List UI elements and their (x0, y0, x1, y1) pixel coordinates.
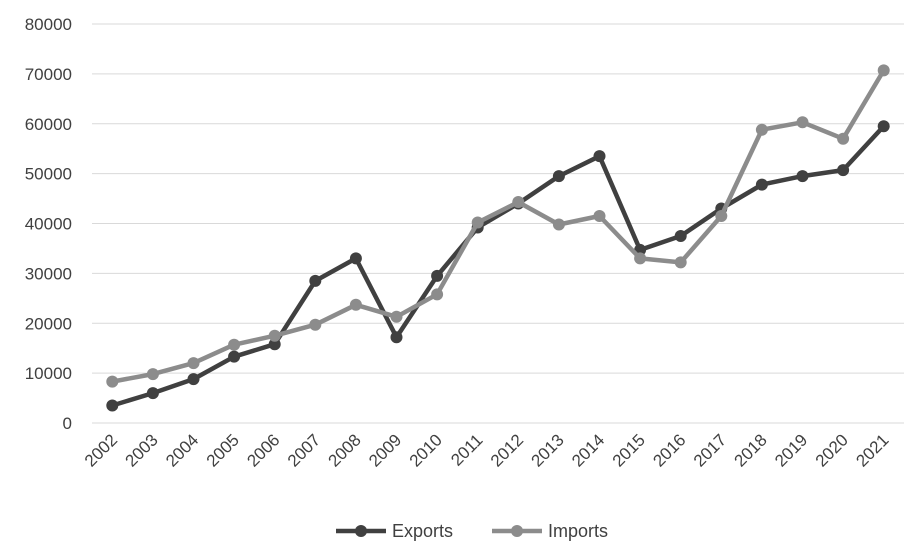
point-imports-2016 (674, 256, 687, 269)
x-tick-label-2016: 2016 (649, 430, 689, 470)
point-exports-2016 (674, 229, 687, 242)
legend-item-exports: Exports (336, 521, 453, 541)
x-tick-label-2003: 2003 (122, 430, 162, 470)
point-imports-2007 (309, 318, 322, 331)
point-imports-2011 (471, 216, 484, 229)
series-line-imports (110, 68, 886, 384)
y-axis-tick-labels: 0 10000 20000 30000 40000 50000 60000 70000 8000… (25, 15, 72, 433)
x-tick-label-2002: 2002 (81, 430, 121, 470)
point-imports-2014 (593, 210, 606, 223)
x-tick-label-2019: 2019 (771, 430, 811, 470)
point-exports-2006 (268, 338, 281, 351)
x-tick-label-2009: 2009 (365, 430, 405, 470)
point-imports-2012 (512, 196, 525, 209)
point-exports-2019 (796, 170, 809, 183)
legend-label-imports: Imports (548, 521, 608, 541)
point-exports-2008 (349, 252, 362, 265)
point-exports-2002 (106, 399, 119, 412)
point-exports-2005 (228, 350, 241, 363)
y-tick-label-40000: 40000 (25, 215, 72, 234)
point-imports-2004 (187, 357, 200, 370)
y-tick-label-70000: 70000 (25, 65, 72, 84)
point-exports-2013 (552, 170, 565, 183)
x-tick-label-2015: 2015 (609, 430, 649, 470)
point-imports-2020 (837, 132, 850, 145)
legend-swatch-marker-exports (355, 525, 367, 537)
point-imports-2005 (228, 338, 241, 351)
point-imports-2006 (268, 329, 281, 342)
y-tick-label-50000: 50000 (25, 165, 72, 184)
point-imports-2019 (796, 116, 809, 129)
x-tick-label-2004: 2004 (162, 430, 202, 470)
series-lines (106, 64, 890, 412)
point-imports-2015 (634, 252, 647, 265)
point-imports-2021 (877, 64, 890, 77)
point-imports-2017 (715, 210, 728, 223)
x-tick-label-2018: 2018 (731, 430, 771, 470)
series-exports (106, 120, 890, 412)
x-tick-label-2007: 2007 (284, 430, 324, 470)
point-exports-2020 (837, 164, 850, 177)
point-exports-2007 (309, 274, 322, 287)
point-imports-2002 (106, 375, 119, 388)
x-tick-label-2011: 2011 (447, 430, 486, 469)
point-imports-2018 (755, 123, 768, 136)
point-exports-2004 (187, 373, 200, 386)
x-axis-tick-labels: 2002 2003 2004 2005 2006 2007 2008 2009 2010 2011… (81, 430, 893, 470)
y-tick-label-0: 0 (63, 414, 72, 433)
x-tick-label-2014: 2014 (568, 430, 608, 470)
legend-label-exports: Exports (392, 521, 453, 541)
point-exports-2009 (390, 331, 403, 344)
series-line-exports (110, 123, 886, 408)
point-exports-2014 (593, 150, 606, 163)
gridlines (92, 23, 904, 424)
point-exports-2018 (755, 178, 768, 191)
x-tick-label-2008: 2008 (325, 430, 365, 470)
x-tick-label-2005: 2005 (203, 430, 243, 470)
x-tick-label-2013: 2013 (528, 430, 568, 470)
y-tick-label-10000: 10000 (25, 364, 72, 383)
point-imports-2003 (146, 368, 159, 381)
x-tick-label-2010: 2010 (406, 430, 446, 470)
y-tick-label-80000: 80000 (25, 15, 72, 34)
point-imports-2008 (349, 298, 362, 311)
point-exports-2021 (877, 120, 890, 133)
x-tick-label-2021: 2021 (852, 430, 892, 470)
x-tick-label-2006: 2006 (243, 430, 283, 470)
point-exports-2010 (431, 269, 444, 282)
point-imports-2010 (431, 288, 444, 301)
y-tick-label-20000: 20000 (25, 314, 72, 333)
x-tick-label-2017: 2017 (690, 430, 730, 470)
x-tick-label-2020: 2020 (812, 430, 852, 470)
legend-swatch-marker-imports (511, 525, 523, 537)
x-tick-label-2012: 2012 (487, 430, 527, 470)
legend-item-imports: Imports (492, 521, 608, 541)
y-tick-label-30000: 30000 (25, 264, 72, 283)
legend: Exports Imports (336, 521, 608, 541)
point-exports-2003 (146, 387, 159, 400)
point-imports-2009 (390, 310, 403, 323)
point-imports-2013 (552, 218, 565, 231)
series-imports (106, 64, 890, 388)
y-tick-label-60000: 60000 (25, 115, 72, 134)
